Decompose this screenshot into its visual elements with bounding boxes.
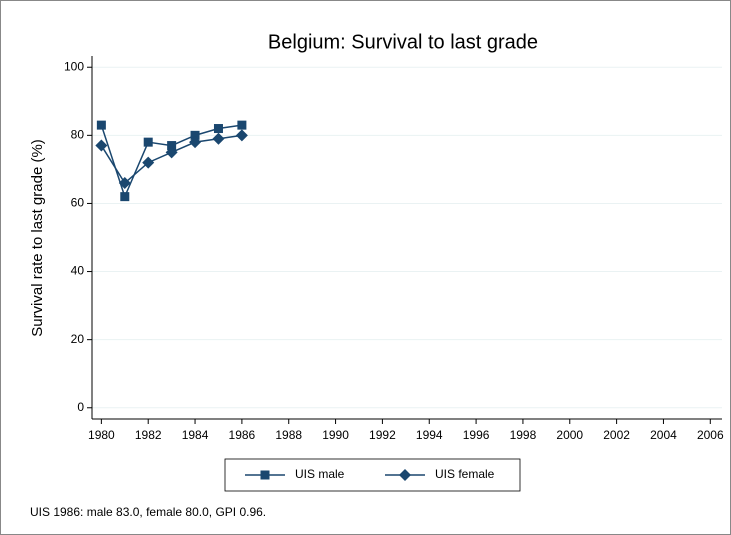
x-tick-label: 1982 [135,428,162,442]
marker [143,137,153,147]
x-tick-label: 2004 [650,428,677,442]
marker [120,192,130,202]
x-tick-label: 1986 [229,428,256,442]
marker [118,177,131,190]
x-tick-label: 1990 [322,428,349,442]
note: UIS 1986: male 83.0, female 80.0, GPI 0.… [30,505,266,519]
marker [190,130,200,140]
marker [212,132,225,145]
marker [235,129,248,142]
x-tick-label: 1988 [275,428,302,442]
marker [167,141,177,151]
chart-title: Belgium: Survival to last grade [268,31,538,53]
y-tick-label: 100 [64,59,84,73]
marker [189,136,202,149]
x-tick-label: 1992 [369,428,396,442]
x-tick-label: 2000 [556,428,583,442]
x-tick-label: 1984 [182,428,209,442]
y-tick-label: 60 [71,196,85,210]
marker [96,120,106,130]
x-tick-label: 1998 [510,428,537,442]
x-tick-label: 1996 [463,428,490,442]
legend-label: UIS female [435,467,495,481]
x-tick-label: 2006 [697,428,724,442]
marker [95,139,108,152]
y-tick-label: 0 [77,400,84,414]
marker [165,146,178,159]
marker [399,469,411,481]
x-tick-label: 1994 [416,428,443,442]
marker [260,470,270,480]
x-tick-label: 2002 [603,428,630,442]
y-tick-label: 40 [71,264,85,278]
marker [213,124,223,134]
legend-label: UIS male [295,467,345,481]
x-tick-label: 1980 [88,428,115,442]
marker [237,120,247,130]
y-tick-label: 80 [71,128,85,142]
y-tick-label: 20 [71,332,85,346]
marker [142,156,155,169]
y-axis-label: Survival rate to last grade (%) [29,139,46,337]
